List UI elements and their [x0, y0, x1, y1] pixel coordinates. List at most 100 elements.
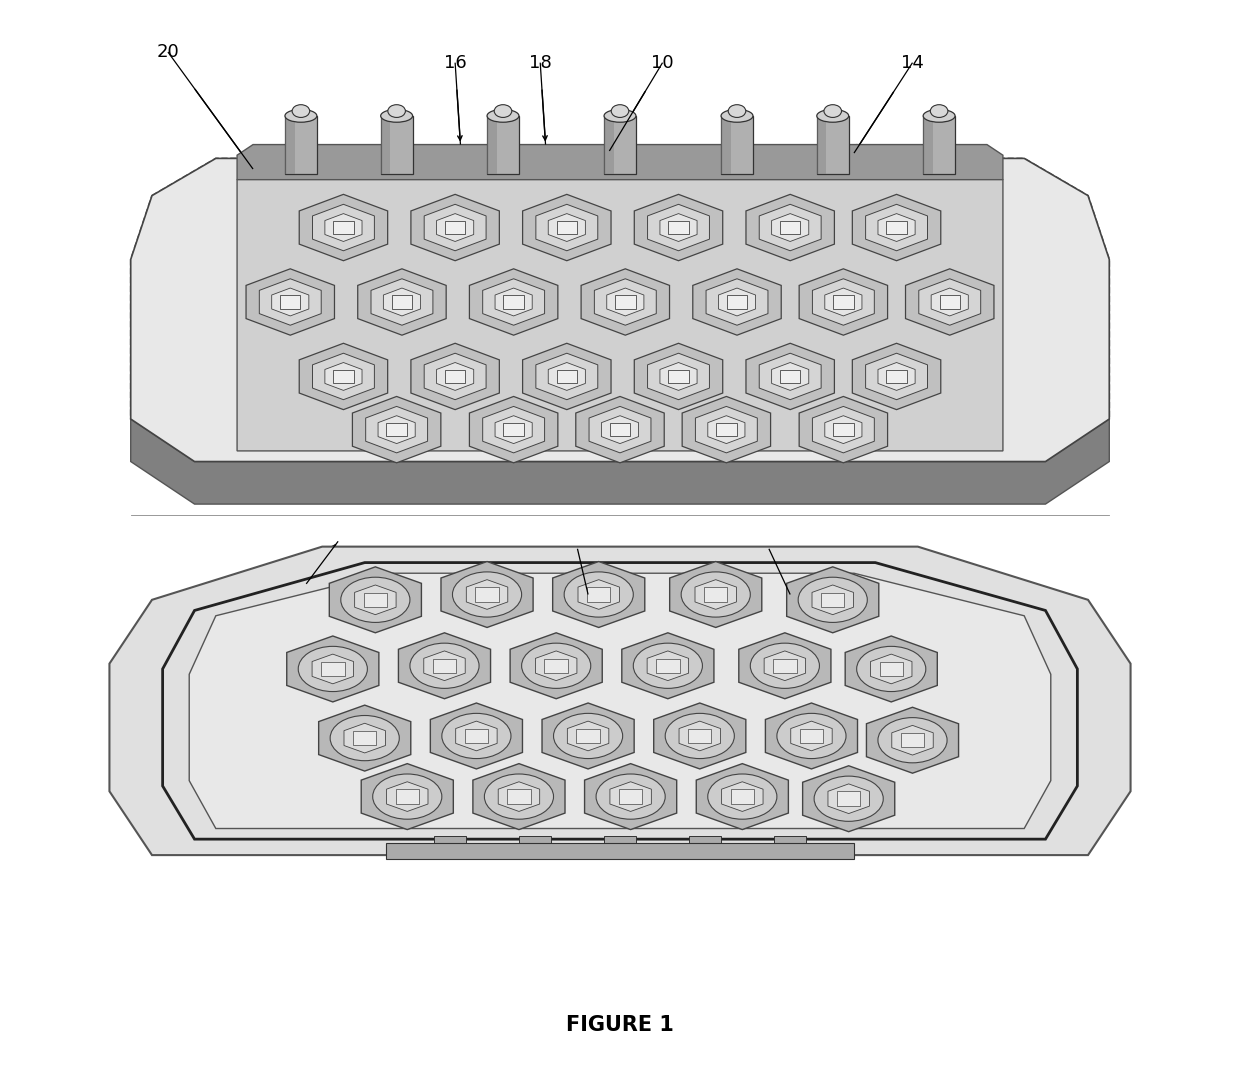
Text: 16: 16 — [444, 54, 466, 72]
Bar — [887, 370, 906, 383]
Bar — [285, 116, 317, 175]
Ellipse shape — [487, 109, 520, 122]
Bar — [334, 370, 353, 383]
Polygon shape — [866, 353, 928, 400]
Polygon shape — [466, 580, 507, 609]
Bar — [387, 423, 407, 436]
Polygon shape — [398, 632, 491, 699]
Polygon shape — [522, 194, 611, 260]
Polygon shape — [487, 116, 496, 175]
Bar — [615, 296, 636, 309]
Bar — [396, 789, 419, 804]
Ellipse shape — [441, 713, 511, 759]
Ellipse shape — [285, 109, 317, 122]
Polygon shape — [312, 353, 374, 400]
Bar — [730, 789, 754, 804]
Polygon shape — [653, 703, 745, 769]
Bar — [780, 370, 800, 383]
Bar — [557, 221, 577, 234]
Ellipse shape — [930, 105, 947, 118]
Polygon shape — [299, 194, 388, 260]
Bar — [619, 789, 642, 804]
Polygon shape — [299, 343, 388, 410]
Polygon shape — [381, 116, 391, 175]
Bar — [689, 836, 720, 860]
Polygon shape — [312, 205, 374, 251]
Polygon shape — [771, 213, 808, 241]
Polygon shape — [817, 116, 826, 175]
Bar — [434, 836, 466, 860]
Polygon shape — [759, 353, 821, 400]
Polygon shape — [312, 654, 353, 684]
Polygon shape — [852, 343, 941, 410]
Polygon shape — [682, 397, 770, 463]
Polygon shape — [424, 205, 486, 251]
Bar — [780, 221, 800, 234]
Polygon shape — [601, 416, 639, 444]
Bar — [334, 221, 353, 234]
Bar — [604, 116, 636, 175]
Polygon shape — [786, 567, 879, 632]
Bar — [577, 729, 600, 743]
Polygon shape — [706, 279, 768, 325]
Polygon shape — [765, 703, 858, 769]
Polygon shape — [343, 724, 386, 753]
Polygon shape — [482, 406, 544, 452]
Polygon shape — [589, 406, 651, 452]
Ellipse shape — [381, 109, 413, 122]
Polygon shape — [812, 585, 853, 614]
Polygon shape — [536, 205, 598, 251]
Bar — [392, 296, 412, 309]
Polygon shape — [259, 279, 321, 325]
Polygon shape — [361, 763, 454, 830]
Text: 24: 24 — [779, 585, 802, 604]
Text: 18: 18 — [528, 54, 552, 72]
Polygon shape — [366, 406, 428, 452]
Ellipse shape — [681, 571, 750, 617]
Bar — [503, 423, 523, 436]
Ellipse shape — [777, 713, 846, 759]
Ellipse shape — [299, 646, 367, 691]
Bar — [668, 221, 688, 234]
Polygon shape — [604, 116, 614, 175]
Ellipse shape — [665, 713, 734, 759]
Polygon shape — [696, 406, 758, 452]
Bar — [704, 587, 728, 601]
Polygon shape — [670, 562, 761, 627]
Ellipse shape — [634, 643, 702, 688]
Polygon shape — [680, 721, 720, 750]
Ellipse shape — [720, 109, 753, 122]
Polygon shape — [510, 632, 603, 699]
Bar — [433, 658, 456, 673]
Bar — [465, 729, 489, 743]
Polygon shape — [352, 397, 441, 463]
Polygon shape — [825, 416, 862, 444]
Bar — [280, 296, 300, 309]
Polygon shape — [621, 632, 714, 699]
Polygon shape — [610, 781, 651, 812]
Polygon shape — [237, 145, 1003, 180]
Polygon shape — [578, 580, 620, 609]
Polygon shape — [870, 654, 911, 684]
Polygon shape — [718, 288, 755, 316]
Bar — [610, 423, 630, 436]
Polygon shape — [919, 279, 981, 325]
Ellipse shape — [341, 577, 410, 623]
Ellipse shape — [878, 717, 947, 763]
Ellipse shape — [750, 643, 820, 688]
Polygon shape — [472, 763, 565, 830]
Ellipse shape — [410, 643, 479, 688]
Bar — [774, 658, 796, 673]
Polygon shape — [660, 213, 697, 241]
Bar — [587, 587, 610, 601]
Polygon shape — [542, 703, 634, 769]
Ellipse shape — [923, 109, 955, 122]
Polygon shape — [130, 159, 1110, 462]
Polygon shape — [584, 763, 677, 830]
Ellipse shape — [799, 577, 867, 623]
Polygon shape — [553, 562, 645, 627]
Polygon shape — [378, 416, 415, 444]
Polygon shape — [522, 343, 611, 410]
Polygon shape — [697, 763, 789, 830]
Polygon shape — [410, 343, 500, 410]
